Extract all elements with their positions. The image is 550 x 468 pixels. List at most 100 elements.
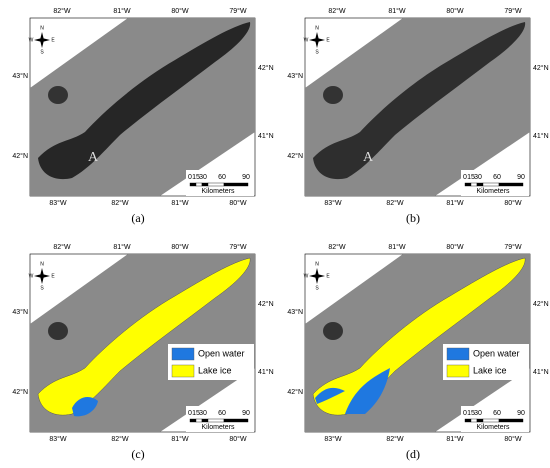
north-arrow xyxy=(309,268,325,284)
longitude-label: 81°W xyxy=(388,7,406,15)
scale-number: 30 xyxy=(474,174,482,181)
scale-segment xyxy=(482,418,500,423)
latitude-label: 42°N xyxy=(533,64,549,72)
longitude-label: 82°W xyxy=(111,199,129,207)
lake-st-clair xyxy=(48,322,68,340)
latitude-label: 41°N xyxy=(533,368,549,376)
longitude-label: 79°W xyxy=(504,243,522,251)
lake-st-clair xyxy=(323,86,343,104)
scale-segment xyxy=(464,182,472,187)
scale-segment xyxy=(476,182,484,187)
latitude-label: 43°N xyxy=(287,308,303,316)
longitude-label: 81°W xyxy=(171,199,189,207)
longitude-label: 81°W xyxy=(113,7,131,15)
scale-number: 0 xyxy=(188,410,192,417)
scale-number: 60 xyxy=(493,410,501,417)
open-water xyxy=(345,368,390,414)
longitude-label: 83°W xyxy=(49,435,67,443)
scale-number: 60 xyxy=(218,410,226,417)
legend-swatch xyxy=(171,364,195,378)
scale-segment xyxy=(223,418,249,423)
compass-letter: E xyxy=(51,273,55,279)
longitude-label: 81°W xyxy=(388,243,406,251)
panel-caption: (a) xyxy=(131,211,144,225)
compass-letter: E xyxy=(326,273,330,279)
scale-number: 0 xyxy=(188,174,192,181)
longitude-label: 80°W xyxy=(171,7,189,15)
scale-number: 15 xyxy=(467,174,475,181)
longitude-label: 79°W xyxy=(229,243,247,251)
scale-segment xyxy=(223,182,249,187)
map-panel: 82°W 81°W 80°W 79°W 83°W 82°W 81°W 80°W 43°N 42°N… xyxy=(12,243,273,461)
legend-label: Lake ice xyxy=(473,365,507,375)
longitude-label: 81°W xyxy=(446,435,464,443)
longitude-label: 82°W xyxy=(386,199,404,207)
legend-label: Open water xyxy=(473,348,520,358)
scale-number: 90 xyxy=(242,410,250,417)
compass-letter: S xyxy=(315,285,319,291)
longitude-label: 82°W xyxy=(111,435,129,443)
scale-unit: Kilometers xyxy=(476,424,510,431)
longitude-label: 83°W xyxy=(324,435,342,443)
north-arrow xyxy=(309,32,325,48)
scale-unit: Kilometers xyxy=(201,188,235,195)
north-arrow xyxy=(34,268,50,284)
compass-letter: E xyxy=(326,37,330,43)
compass-letter: W xyxy=(29,37,34,43)
lake-erie xyxy=(313,22,526,180)
lake-st-clair xyxy=(323,322,343,340)
latitude-label: 41°N xyxy=(533,132,549,140)
latitude-label: 43°N xyxy=(12,72,28,80)
map-panel: A 82°W 81°W 80°W 79°W 83°W 82°W 81°W 80°W 43°N 42°… xyxy=(287,7,548,225)
scale-unit: Kilometers xyxy=(201,424,235,431)
longitude-label: 82°W xyxy=(386,435,404,443)
compass-letter: N xyxy=(40,261,44,267)
legend-swatch xyxy=(446,364,470,378)
latitude-label: 42°N xyxy=(258,64,274,72)
scale-number: 15 xyxy=(192,174,200,181)
panel-caption: (d) xyxy=(406,447,420,461)
latitude-label: 42°N xyxy=(287,152,303,160)
longitude-label: 82°W xyxy=(53,7,71,15)
longitude-label: 81°W xyxy=(171,435,189,443)
compass-letter: S xyxy=(40,285,44,291)
scale-number: 15 xyxy=(192,410,200,417)
longitude-label: 80°W xyxy=(229,199,247,207)
scale-segment xyxy=(201,182,209,187)
latitude-label: 42°N xyxy=(287,388,303,396)
north-arrow xyxy=(34,32,50,48)
scale-segment xyxy=(207,418,225,423)
legend-swatch xyxy=(171,347,195,361)
longitude-label: 80°W xyxy=(171,243,189,251)
scale-number: 90 xyxy=(517,174,525,181)
longitude-label: 79°W xyxy=(229,7,247,15)
latitude-label: 42°N xyxy=(12,388,28,396)
map-panel: 82°W 81°W 80°W 79°W 83°W 82°W 81°W 80°W 43°N 42°N… xyxy=(287,243,548,461)
scale-segment xyxy=(189,182,197,187)
compass-letter: W xyxy=(304,273,309,279)
scale-segment xyxy=(470,418,478,423)
legend-label: Open water xyxy=(198,348,245,358)
compass-letter: E xyxy=(51,37,55,43)
longitude-label: 81°W xyxy=(446,199,464,207)
scale-segment xyxy=(498,418,524,423)
scale-number: 0 xyxy=(463,410,467,417)
scale-segment xyxy=(189,418,197,423)
longitude-label: 83°W xyxy=(49,199,67,207)
scale-segment xyxy=(482,182,500,187)
scale-number: 90 xyxy=(517,410,525,417)
compass-letter: W xyxy=(29,273,34,279)
latitude-label: 41°N xyxy=(258,368,274,376)
latitude-label: 43°N xyxy=(287,72,303,80)
scale-number: 0 xyxy=(463,174,467,181)
longitude-label: 81°W xyxy=(113,243,131,251)
compass-letter: N xyxy=(315,25,319,31)
open-water xyxy=(72,396,98,417)
latitude-label: 41°N xyxy=(258,132,274,140)
scale-segment xyxy=(195,182,203,187)
compass-letter: S xyxy=(315,49,319,55)
longitude-label: 80°W xyxy=(446,7,464,15)
scale-unit: Kilometers xyxy=(476,188,510,195)
panel-caption: (b) xyxy=(406,211,420,225)
